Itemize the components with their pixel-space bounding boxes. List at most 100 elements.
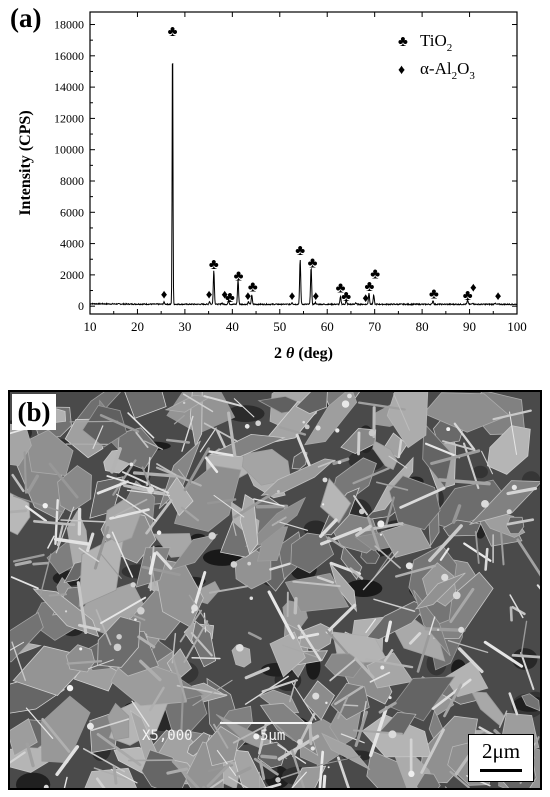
sem-rod-crystal — [277, 744, 307, 764]
sem-highlight — [208, 532, 216, 540]
sem-highlight — [79, 647, 83, 651]
sem-rod-crystal — [316, 755, 361, 766]
sem-rod-crystal — [291, 682, 317, 721]
sem-rod-crystal — [56, 524, 64, 547]
sem-rod-crystal — [430, 449, 481, 466]
sem-rod-crystal — [213, 723, 229, 749]
panel-b-label-box: (b) — [12, 394, 56, 430]
sem-rod-crystal — [171, 760, 201, 788]
sem-plate-grain — [486, 425, 531, 475]
sem-rod-crystal — [11, 473, 25, 493]
sem-highlight — [249, 596, 254, 600]
sem-rod-crystal — [87, 659, 114, 670]
sem-rod-crystal — [216, 429, 226, 449]
sem-rod-crystal — [384, 496, 395, 527]
sem-rod-crystal — [213, 494, 245, 518]
sem-rod-crystal — [155, 551, 173, 570]
sem-rod-crystal — [262, 782, 282, 788]
sem-rod-crystal — [10, 576, 39, 590]
sem-highlight — [377, 520, 385, 528]
alumina-peak-marker: ♦ — [362, 290, 369, 305]
sem-highlight — [436, 628, 440, 632]
sem-rod-crystal — [244, 666, 270, 680]
sem-rod-crystal — [86, 532, 95, 553]
sem-rod-crystal — [199, 427, 217, 453]
sem-rod-crystal — [291, 771, 307, 788]
sem-rod-crystal — [481, 450, 494, 475]
sem-highlight — [275, 777, 281, 783]
x-tick-label: 10 — [84, 319, 97, 334]
sem-rod-crystal — [293, 597, 298, 615]
sem-rod-crystal — [395, 564, 436, 578]
tio2-peak-marker: ♣ — [370, 266, 380, 282]
sem-rod-crystal — [77, 623, 101, 631]
legend-alumina-symbol: ♦ — [398, 63, 405, 78]
sem-rod-crystal — [292, 580, 341, 588]
sem-rod-crystal — [499, 525, 505, 566]
sem-rod-crystal — [474, 530, 480, 564]
sem-rod-crystal — [209, 778, 225, 788]
sem-rod-crystal — [278, 426, 307, 436]
sem-plate-grain — [25, 429, 74, 476]
tio2-peak-marker: ♣ — [295, 243, 305, 259]
sem-plate-grain — [84, 767, 141, 788]
sem-rod-crystal — [424, 442, 461, 459]
sem-highlight — [506, 509, 512, 515]
sem-rod-crystal — [374, 545, 401, 569]
sem-highlight — [408, 770, 415, 777]
tio2-peak-marker: ♣ — [209, 257, 219, 273]
x-tick-label: 60 — [321, 319, 334, 334]
sem-rod-crystal — [322, 774, 327, 788]
alumina-peak-marker: ♦ — [470, 280, 477, 295]
y-tick-label: 16000 — [54, 49, 84, 63]
sem-rod-crystal — [258, 723, 268, 755]
sem-rod-crystal — [353, 495, 369, 516]
x-tick-label: 70 — [368, 319, 381, 334]
sem-rod-crystal — [483, 640, 524, 668]
y-tick-label: 10000 — [54, 143, 84, 157]
sem-highlight — [511, 484, 517, 491]
sem-rod-crystal — [325, 603, 357, 634]
sem-rod-crystal — [112, 765, 118, 785]
sem-plate-grain — [231, 644, 252, 668]
sem-highlight — [304, 424, 310, 430]
sem-plate-grain — [372, 456, 414, 513]
sem-rod-crystal — [48, 462, 79, 499]
sem-rod-crystal — [14, 560, 32, 567]
sem-highlight — [368, 429, 376, 437]
sem-rod-crystal — [509, 411, 518, 455]
x-tick-label: 80 — [416, 319, 429, 334]
y-axis-label: Intensity (CPS) — [17, 110, 34, 215]
sem-rod-crystal — [258, 771, 261, 788]
sem-rod-crystal — [123, 483, 166, 496]
sem-rod-crystal — [453, 422, 476, 451]
sem-rod-crystal — [420, 728, 445, 774]
sem-highlight — [42, 502, 48, 509]
sem-rod-crystal — [349, 567, 364, 580]
sem-rod-crystal — [327, 536, 344, 548]
sem-rod-crystal — [320, 526, 363, 546]
sem-highlight — [191, 604, 199, 612]
tio2-peak-marker: ♣ — [168, 24, 178, 40]
sem-rod-crystal — [178, 468, 187, 480]
sem-rod-crystal — [132, 471, 178, 478]
sem-rod-crystal — [78, 547, 100, 563]
sem-highlight — [253, 733, 260, 740]
sem-rod-crystal — [397, 439, 403, 459]
sem-rod-crystal — [156, 463, 177, 476]
sem-rod-crystal — [23, 451, 28, 494]
y-tick-label: 6000 — [60, 205, 84, 219]
alumina-peak-marker: ♦ — [289, 288, 296, 303]
legend-tio2-label: TiO2 — [420, 31, 452, 54]
sem-rod-crystal — [135, 431, 149, 449]
sem-rod-crystal — [416, 634, 431, 673]
sem-rod-crystal — [121, 471, 170, 494]
sem-rod-crystal — [484, 547, 489, 571]
sem-plate-grain — [386, 392, 429, 449]
sem-rod-crystal — [439, 547, 450, 561]
sem-rod-crystal — [462, 442, 480, 490]
x-tick-label: 30 — [178, 319, 191, 334]
sem-rod-crystal — [166, 767, 189, 775]
y-tick-label: 2000 — [60, 268, 84, 282]
sem-rod-crystal — [55, 745, 80, 776]
